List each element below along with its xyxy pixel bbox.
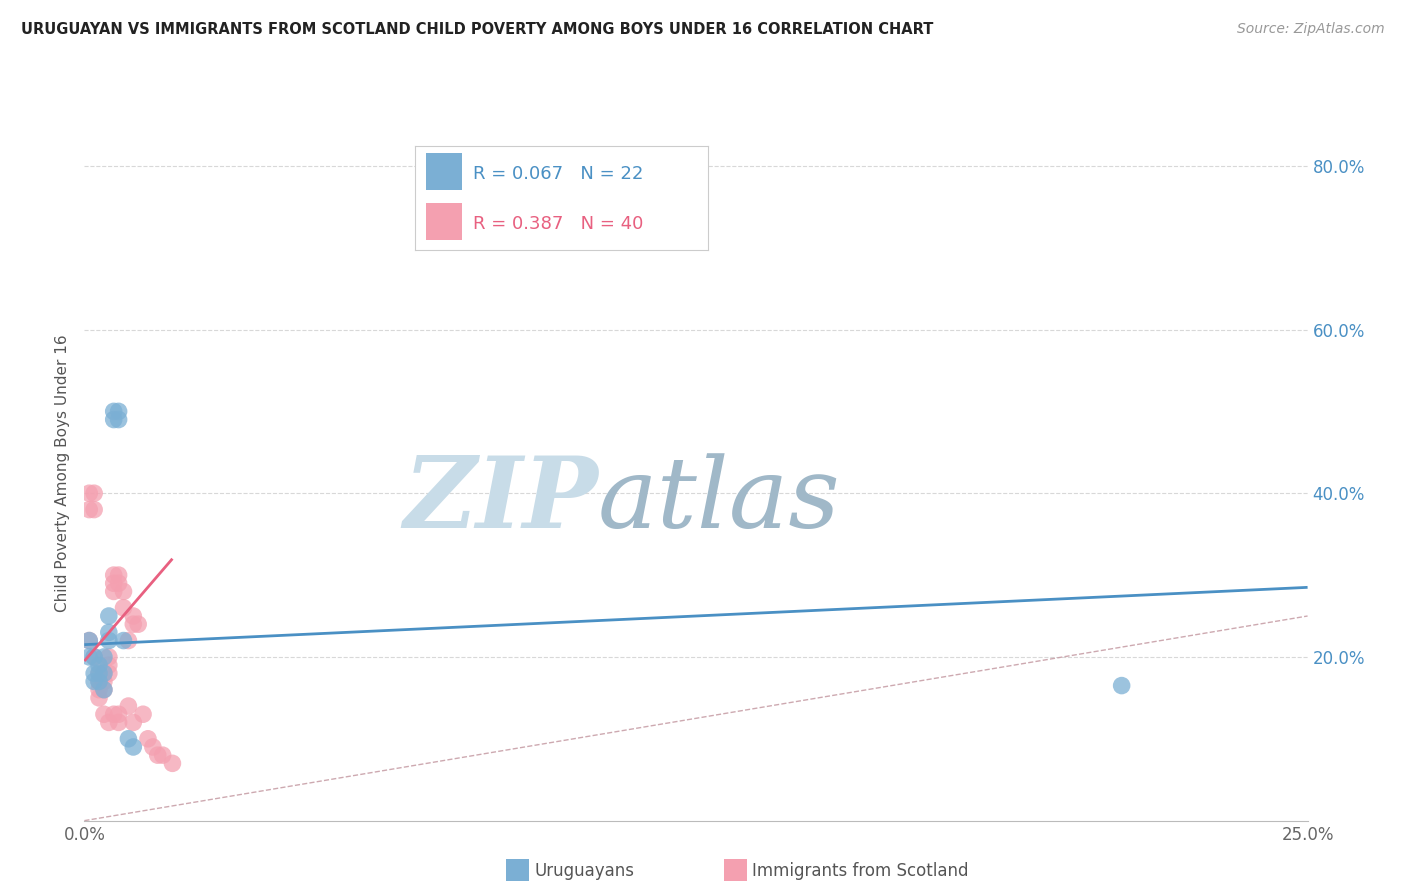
Point <box>77 633 100 648</box>
Point <box>93 674 115 689</box>
Point <box>142 739 165 754</box>
Point <box>103 576 125 591</box>
Point <box>112 633 135 648</box>
Point <box>87 658 110 673</box>
Point <box>83 649 105 664</box>
Point <box>93 682 115 697</box>
Point <box>87 666 110 681</box>
Point <box>97 625 120 640</box>
Point <box>117 699 139 714</box>
Point <box>93 707 115 722</box>
Point <box>112 600 135 615</box>
Point <box>107 404 129 418</box>
Y-axis label: Child Poverty Among Boys Under 16: Child Poverty Among Boys Under 16 <box>55 334 70 612</box>
Point <box>132 707 155 722</box>
Point <box>83 674 105 689</box>
Text: atlas: atlas <box>598 453 841 549</box>
Point <box>93 666 115 681</box>
Point <box>103 412 125 426</box>
Point <box>162 756 184 771</box>
Point <box>122 739 145 754</box>
Point <box>97 649 120 664</box>
Point <box>87 674 110 689</box>
Text: Immigrants from Scotland: Immigrants from Scotland <box>752 862 969 880</box>
Point <box>107 576 129 591</box>
Point <box>97 633 120 648</box>
Point <box>127 617 149 632</box>
Point <box>83 502 105 516</box>
Point <box>107 715 129 730</box>
Point <box>77 633 100 648</box>
Point <box>152 748 174 763</box>
Point <box>117 633 139 648</box>
Point <box>112 584 135 599</box>
Point <box>136 731 159 746</box>
Point <box>97 609 120 624</box>
Point <box>107 412 129 426</box>
Point <box>103 568 125 582</box>
Point <box>103 404 125 418</box>
Point <box>83 486 105 500</box>
Point <box>77 502 100 516</box>
Point <box>93 682 115 697</box>
Point <box>97 658 120 673</box>
Point <box>117 731 139 746</box>
Text: ZIP: ZIP <box>404 452 598 549</box>
Point <box>103 707 125 722</box>
Point <box>107 707 129 722</box>
Point <box>93 666 115 681</box>
Text: Source: ZipAtlas.com: Source: ZipAtlas.com <box>1237 22 1385 37</box>
Point <box>77 649 100 664</box>
Point <box>122 715 145 730</box>
Point <box>83 649 105 664</box>
Text: Uruguayans: Uruguayans <box>534 862 634 880</box>
Point <box>122 609 145 624</box>
Point <box>97 715 120 730</box>
Point <box>107 568 129 582</box>
Point <box>122 617 145 632</box>
Point <box>146 748 169 763</box>
Point <box>103 584 125 599</box>
Point <box>97 666 120 681</box>
Point <box>83 666 105 681</box>
Point <box>87 690 110 705</box>
Text: URUGUAYAN VS IMMIGRANTS FROM SCOTLAND CHILD POVERTY AMONG BOYS UNDER 16 CORRELAT: URUGUAYAN VS IMMIGRANTS FROM SCOTLAND CH… <box>21 22 934 37</box>
Point <box>93 649 115 664</box>
Point <box>1111 679 1133 693</box>
Point <box>77 486 100 500</box>
Point <box>87 682 110 697</box>
Point <box>87 674 110 689</box>
Point <box>87 666 110 681</box>
